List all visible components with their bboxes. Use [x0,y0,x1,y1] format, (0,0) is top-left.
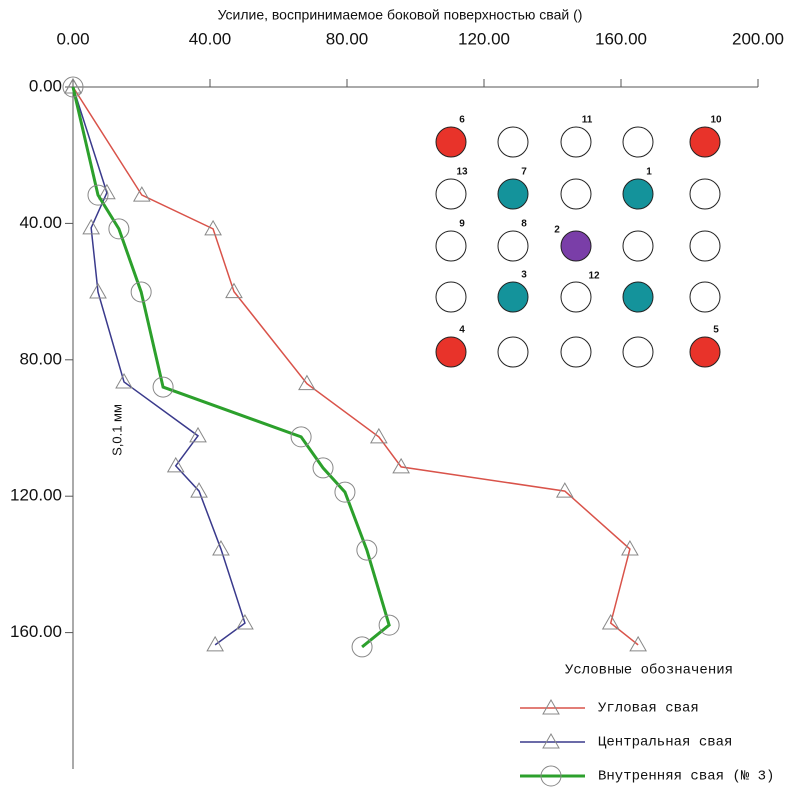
data-point [629,635,647,652]
axis-annotation: S,0.1 мм [109,404,124,456]
pile [689,230,721,262]
data-point [204,219,222,236]
data-point [334,481,356,503]
pile [435,336,467,368]
pile [622,281,654,313]
pile-label: 13 [456,167,468,178]
pile [689,126,721,158]
data-point [89,282,107,299]
pile-label: 7 [521,167,527,178]
series-line [72,86,246,646]
data-point [115,372,133,389]
data-point [212,540,230,556]
pile-label: 8 [521,219,527,230]
pile [560,126,592,158]
pile [622,178,654,210]
x-tick-label: 80.00 [326,29,369,48]
legend-title: Условные обозначения [565,662,733,679]
data-point [356,539,378,561]
data-point [351,636,373,658]
data-point [132,186,151,202]
pile [622,126,654,158]
pile [560,281,592,313]
data-point [190,482,208,498]
pile-label: 1 [646,167,652,178]
pile-label: 6 [459,115,465,126]
data-point [87,184,109,206]
data-point [130,281,152,303]
pile-label: 10 [710,115,722,126]
data-point [621,540,639,556]
pile [497,230,529,262]
pile [689,336,721,368]
pile [560,230,592,262]
data-point [378,614,400,636]
data-point [312,457,334,479]
pile [435,230,467,262]
pile [689,178,721,210]
data-point [166,456,185,473]
data-point [555,482,574,498]
pile [622,336,654,368]
y-tick-label: 160.00 [10,622,62,641]
series-line [72,86,639,646]
pile [497,178,529,210]
x-tick-label: 160.00 [595,29,647,48]
data-point [206,635,224,652]
pile-label: 12 [588,271,600,282]
data-point [601,614,620,630]
y-tick-label: 0.00 [29,76,62,95]
pile [560,178,592,210]
legend-label: Центральная свая [598,735,732,751]
x-tick-label: 0.00 [56,29,89,48]
pile [435,126,467,158]
data-point [225,282,243,299]
pile [689,281,721,313]
x-tick-label: 120.00 [458,29,510,48]
pile-label: 9 [459,219,465,230]
pile [497,126,529,158]
pile-label: 5 [713,325,719,336]
pile-label: 4 [459,325,465,336]
x-tick-label: 40.00 [189,29,232,48]
data-point [62,76,84,98]
data-point [236,614,254,630]
y-tick-label: 80.00 [19,349,62,368]
pile [435,281,467,313]
pile-label: 3 [521,270,527,281]
legend-marker [542,698,560,715]
legend-label: Внутренняя свая (№ 3) [598,769,774,785]
x-tick-label: 200.00 [732,29,784,48]
legend-marker [542,732,560,749]
y-tick-label: 40.00 [19,213,62,232]
data-point [369,427,388,444]
data-point [298,374,316,391]
data-point [189,426,207,443]
pile [497,336,529,368]
pile [560,336,592,368]
data-point [108,218,130,240]
data-point [82,218,101,235]
pile [435,178,467,210]
series-line [71,86,391,649]
legend-marker [540,765,562,787]
pile [622,230,654,262]
chart-title: Усилие, воспринимаемое боковой поверхнос… [218,7,583,23]
data-point [290,426,312,448]
pile-label: 11 [582,115,593,126]
pile [497,281,529,313]
data-point [152,376,174,398]
pile-label: 2 [554,225,560,236]
y-tick-label: 120.00 [10,486,62,505]
legend-label: Угловая свая [598,701,699,717]
data-point [392,457,410,474]
